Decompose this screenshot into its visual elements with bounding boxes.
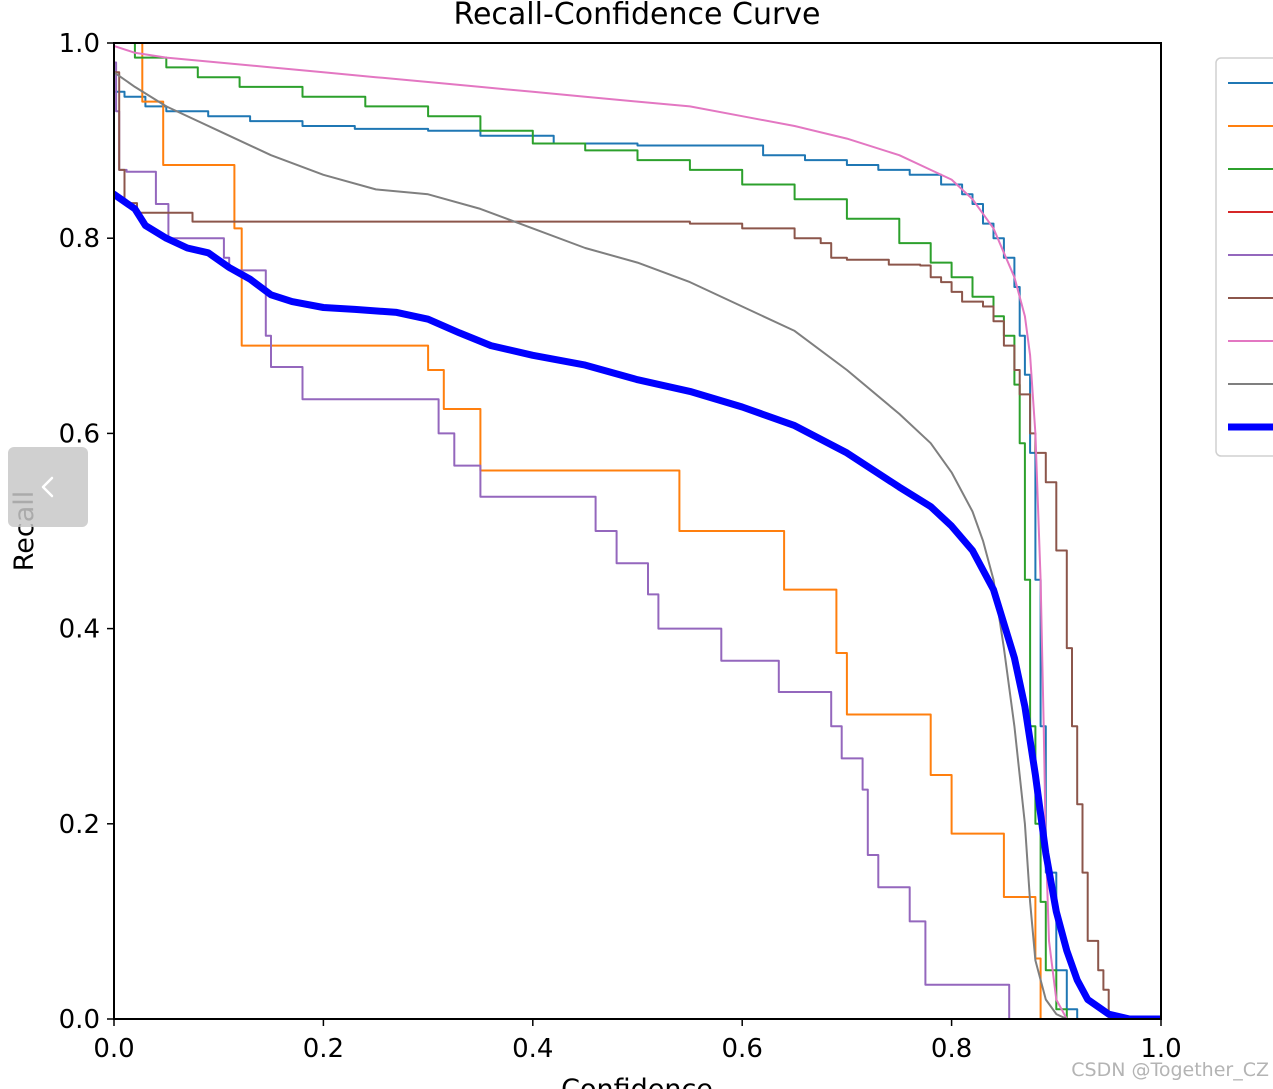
series-line-2 <box>114 43 1161 1019</box>
x-tick-label: 0.0 <box>93 1034 134 1064</box>
chart-title: Recall-Confidence Curve <box>453 0 820 32</box>
x-axis-label: Confidence <box>561 1074 713 1089</box>
x-tick-label: 0.6 <box>722 1034 763 1064</box>
series-line-5 <box>114 61 1161 1019</box>
x-tick-label: 0.8 <box>931 1034 972 1064</box>
y-tick-label: 0.0 <box>59 1005 100 1035</box>
plot-frame <box>113 42 1162 1020</box>
y-tick-label: 0.2 <box>59 810 100 840</box>
series-line-1 <box>114 90 1161 1019</box>
series-line-6 <box>114 71 1161 1019</box>
y-tick-label: 0.4 <box>59 615 100 645</box>
series-line-3 <box>114 43 1161 1019</box>
y-tick-label: 0.6 <box>59 419 100 449</box>
series-line-8 <box>114 71 1161 1019</box>
y-tick-label: 0.8 <box>59 224 100 254</box>
legend <box>1215 57 1273 457</box>
series-line-9 <box>114 190 1161 1019</box>
x-tick-label: 0.2 <box>303 1034 344 1064</box>
series-line-7 <box>114 44 1161 1019</box>
back-button[interactable] <box>8 447 88 527</box>
x-tick-label: 1.0 <box>1140 1034 1181 1064</box>
legend-box <box>1215 57 1273 457</box>
chevron-left-icon <box>41 476 54 498</box>
x-tick-label: 0.4 <box>512 1034 553 1064</box>
y-tick-label: 1.0 <box>59 29 100 59</box>
watermark: CSDN @Together_CZ <box>1071 1059 1269 1081</box>
